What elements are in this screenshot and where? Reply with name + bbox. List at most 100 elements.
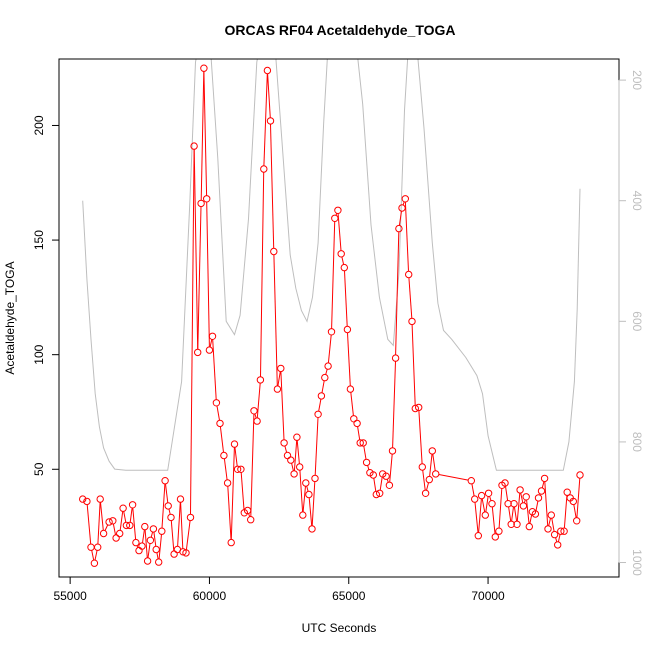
series-segment (86, 504, 92, 545)
data-point (266, 117, 275, 125)
data-point (501, 479, 509, 487)
data-point (343, 325, 352, 334)
data-point (477, 491, 486, 500)
data-point (391, 354, 400, 362)
series-segment (408, 277, 413, 319)
series-segment (158, 534, 162, 559)
data-point (550, 530, 559, 539)
series-segment (248, 513, 251, 517)
series-segment (250, 413, 255, 517)
data-point (471, 495, 479, 503)
data-point (223, 479, 232, 487)
series-segment (367, 465, 370, 470)
data-point (227, 538, 235, 547)
data-point (208, 332, 217, 340)
series-segment (293, 440, 298, 471)
series-segment (185, 520, 191, 550)
data-point (513, 520, 521, 528)
series-segment (573, 504, 577, 518)
series-segment (481, 498, 486, 513)
y-axis-label: Acetaldehyde_TOGA (3, 261, 17, 374)
data-point (152, 545, 160, 554)
series-segment (177, 502, 181, 547)
right-tick-label: 600 (630, 311, 644, 331)
y-tick-label: 200 (32, 115, 46, 135)
series-segment (535, 501, 539, 511)
x-tick-label: 65000 (332, 589, 366, 603)
data-point (362, 458, 371, 467)
series-segment (513, 506, 518, 522)
data-point (531, 510, 540, 518)
series-segment (471, 483, 475, 496)
data-point (340, 263, 348, 272)
data-point (519, 502, 528, 510)
series-segment (576, 478, 581, 518)
right-tick-label: 1000 (630, 549, 644, 576)
data-point (260, 165, 268, 173)
data-point (230, 440, 239, 448)
series-segment (318, 399, 322, 412)
series-segment (203, 71, 208, 196)
data-point (382, 472, 390, 480)
data-point (398, 204, 406, 212)
data-point (516, 486, 524, 494)
series-segment (529, 514, 533, 524)
data-point (327, 328, 336, 336)
series-segment (132, 507, 137, 540)
series-segment (180, 502, 184, 549)
series-segment (129, 507, 133, 523)
right-axis: 200 400 600 800 1000 (618, 70, 644, 576)
y-tick-label: 50 (32, 462, 46, 476)
data-point (317, 392, 326, 400)
series-segment (402, 201, 405, 206)
data-point (415, 403, 423, 412)
series-segment (557, 534, 561, 542)
series-segment (314, 417, 319, 476)
data-point (299, 511, 307, 519)
series-segment (193, 149, 199, 350)
series-segment (296, 440, 300, 464)
series-segment (147, 543, 151, 558)
data-point (408, 317, 416, 326)
data-point (182, 549, 190, 557)
series-segment (489, 496, 492, 501)
series-segment (474, 502, 479, 533)
data-point (537, 487, 546, 495)
series-segment (363, 446, 367, 460)
data-point (353, 419, 361, 428)
series-segment (429, 454, 433, 477)
series-segment (404, 201, 409, 272)
series-segment (350, 392, 354, 416)
y-tick-label: 100 (32, 344, 46, 364)
series-segment (212, 339, 217, 400)
series-segment (389, 454, 393, 483)
series-segment (347, 332, 351, 386)
data-point (119, 504, 127, 512)
data-point (544, 525, 552, 533)
data-point (290, 470, 298, 478)
data-point (334, 206, 342, 215)
data-point (522, 493, 530, 501)
series-segment (94, 550, 98, 561)
series-segment (267, 73, 271, 118)
series-segment (438, 474, 469, 481)
data-point (96, 495, 104, 503)
data-point (200, 64, 208, 72)
data-point (287, 456, 295, 464)
data-point (263, 66, 272, 75)
series-segment (395, 231, 400, 355)
series-segment (327, 334, 332, 363)
data-point (90, 559, 99, 567)
series-segment (478, 498, 482, 533)
series-segment (119, 511, 124, 531)
data-point (197, 199, 205, 208)
data-point (161, 477, 169, 485)
data-point (467, 477, 475, 485)
data-point (233, 465, 242, 473)
data-point (83, 497, 91, 506)
series-segment (526, 499, 530, 524)
series-segment (240, 472, 245, 510)
data-point (405, 270, 413, 279)
data-point (331, 214, 339, 223)
data-point (132, 538, 140, 547)
